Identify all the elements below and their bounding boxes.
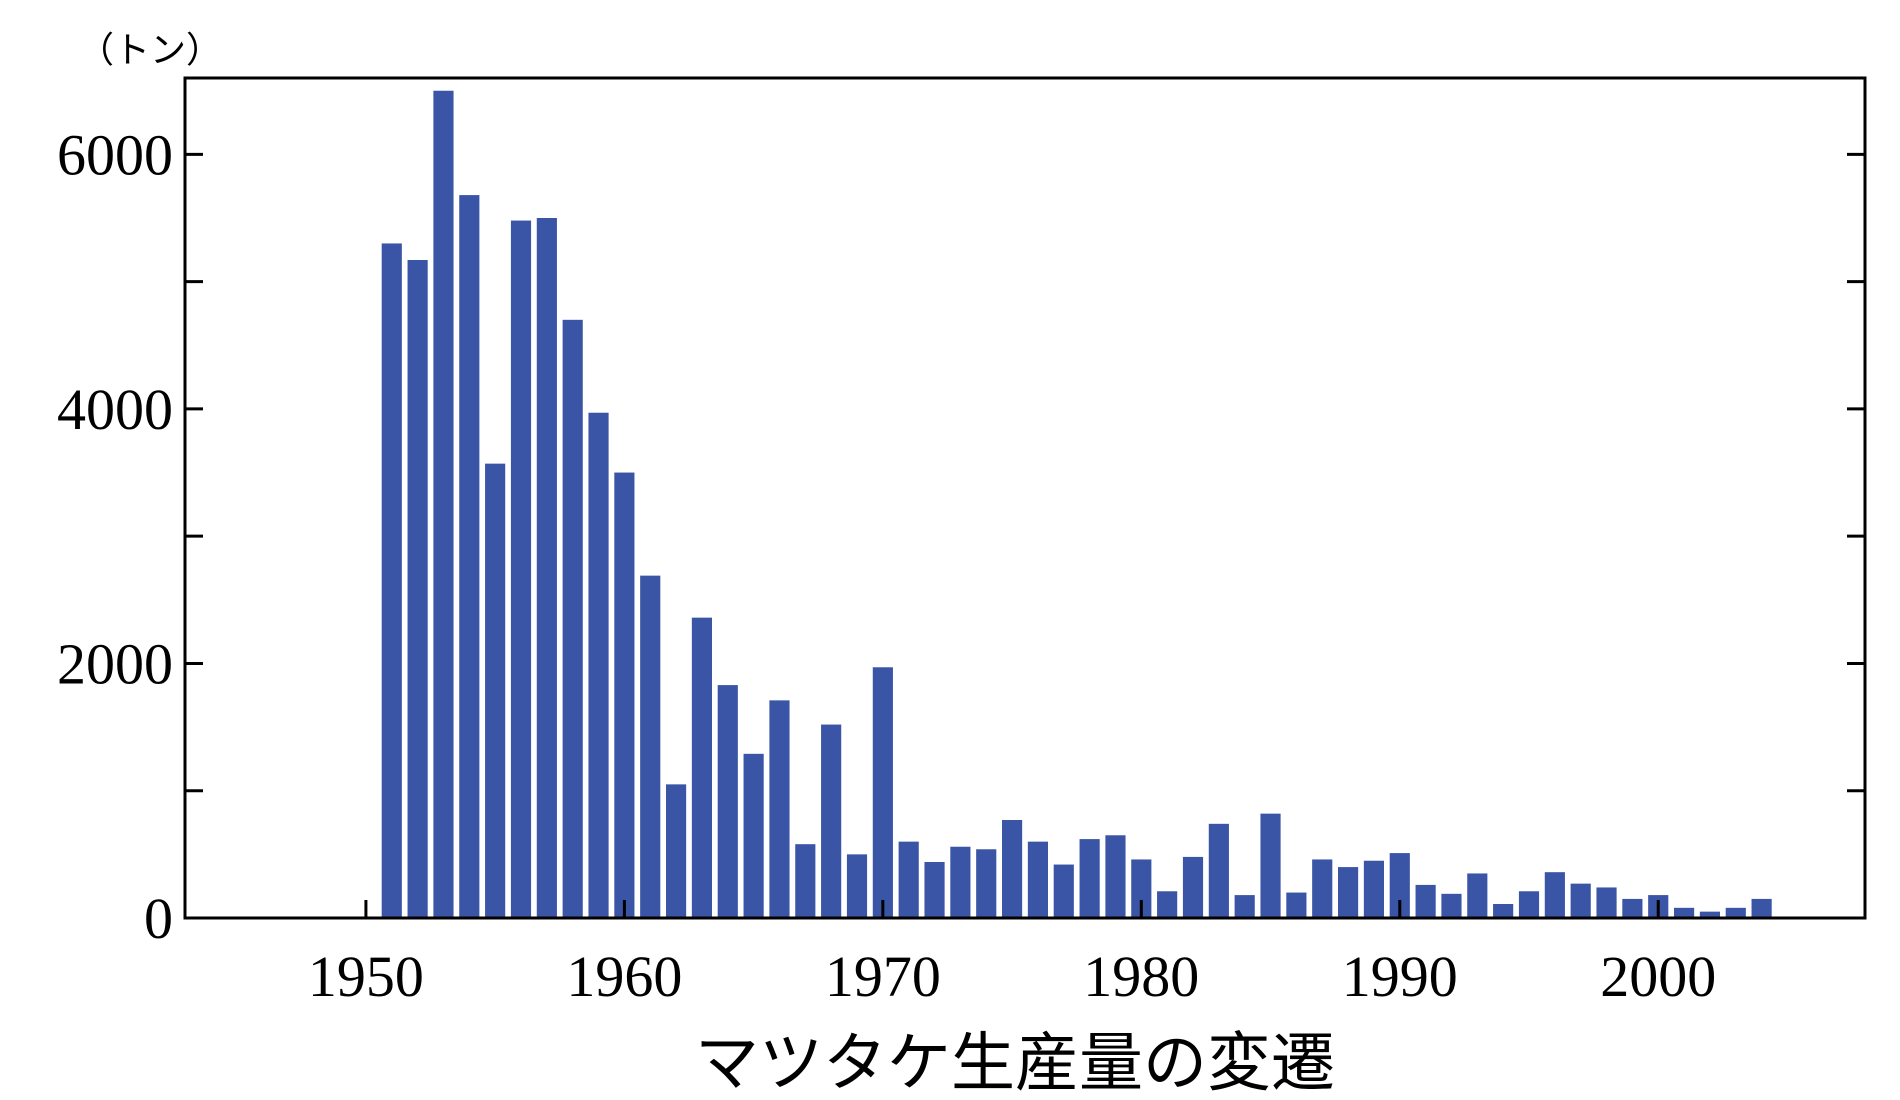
bar-1985 <box>1260 813 1281 918</box>
bar-1976 <box>1027 841 1048 918</box>
bar-1959 <box>588 412 609 918</box>
bar-1970 <box>872 667 893 918</box>
bar-1983 <box>1208 823 1229 918</box>
y-tick-label-6000: 6000 <box>57 122 173 187</box>
bar-1979 <box>1105 835 1126 918</box>
x-tick-label-1970: 1970 <box>825 944 941 1009</box>
bar-1954 <box>459 195 480 919</box>
bar-1967 <box>795 844 816 918</box>
bar-1951 <box>381 243 402 918</box>
bar-1981 <box>1157 891 1178 918</box>
bar-1963 <box>691 617 712 918</box>
bar-1966 <box>769 700 790 918</box>
bar-1955 <box>485 463 506 918</box>
plot-frame <box>183 76 1867 920</box>
bar-1952 <box>407 260 428 918</box>
bar-1953 <box>433 90 454 919</box>
bar-1956 <box>510 220 532 919</box>
bar-1999 <box>1622 898 1643 918</box>
x-tick-label-1950: 1950 <box>308 944 424 1009</box>
ticks-group <box>185 152 1865 920</box>
bar-1997 <box>1570 883 1591 918</box>
bar-1982 <box>1182 856 1204 918</box>
bar-1986 <box>1286 892 1307 918</box>
bar-1984 <box>1234 895 1255 918</box>
bar-1957 <box>536 218 557 918</box>
bar-1992 <box>1441 893 1462 918</box>
y-tick-label-0: 0 <box>144 886 173 951</box>
labels-group: 0 2000 4000 6000 1950 1960 1970 1980 1990 2000 <box>57 122 1716 1009</box>
bar-2004 <box>1751 898 1772 918</box>
x-tick-label-2000: 2000 <box>1600 944 1716 1009</box>
bar-1973 <box>950 846 971 918</box>
bar-1989 <box>1363 860 1384 918</box>
bar-2002 <box>1699 911 1720 918</box>
bar-2003 <box>1725 907 1746 918</box>
y-unit-label: （トン） <box>78 30 222 71</box>
bar-2001 <box>1674 907 1695 918</box>
bar-1964 <box>717 685 738 918</box>
y-tick-label-2000: 2000 <box>57 631 173 696</box>
bar-1990 <box>1389 853 1410 918</box>
bars-group <box>381 90 1772 919</box>
bar-1965 <box>743 753 764 918</box>
bar-1977 <box>1053 864 1074 918</box>
bar-1993 <box>1467 873 1488 918</box>
bar-1980 <box>1131 859 1152 918</box>
bar-1969 <box>846 854 868 918</box>
bar-1987 <box>1312 859 1333 918</box>
y-tick-label-4000: 4000 <box>57 377 173 442</box>
bar-1978 <box>1079 839 1100 918</box>
bar-1998 <box>1596 887 1617 918</box>
bar-1961 <box>640 575 661 918</box>
bar-1995 <box>1518 891 1540 918</box>
bar-1994 <box>1493 904 1514 918</box>
bar-1972 <box>924 862 945 918</box>
x-tick-label-1990: 1990 <box>1342 944 1458 1009</box>
bar-1975 <box>1002 820 1023 918</box>
bar-1971 <box>898 841 919 918</box>
bar-1958 <box>562 319 583 918</box>
x-tick-label-1960: 1960 <box>566 944 682 1009</box>
bar-1968 <box>821 724 842 918</box>
bar-1988 <box>1338 867 1359 918</box>
bar-1974 <box>976 849 997 918</box>
chart-title: マツタケ生産量の変遷 <box>695 1027 1335 1100</box>
bar-1991 <box>1415 884 1436 918</box>
x-tick-label-1980: 1980 <box>1083 944 1199 1009</box>
bar-1960 <box>614 472 635 918</box>
bar-1962 <box>666 784 687 918</box>
bar-1996 <box>1544 872 1565 918</box>
